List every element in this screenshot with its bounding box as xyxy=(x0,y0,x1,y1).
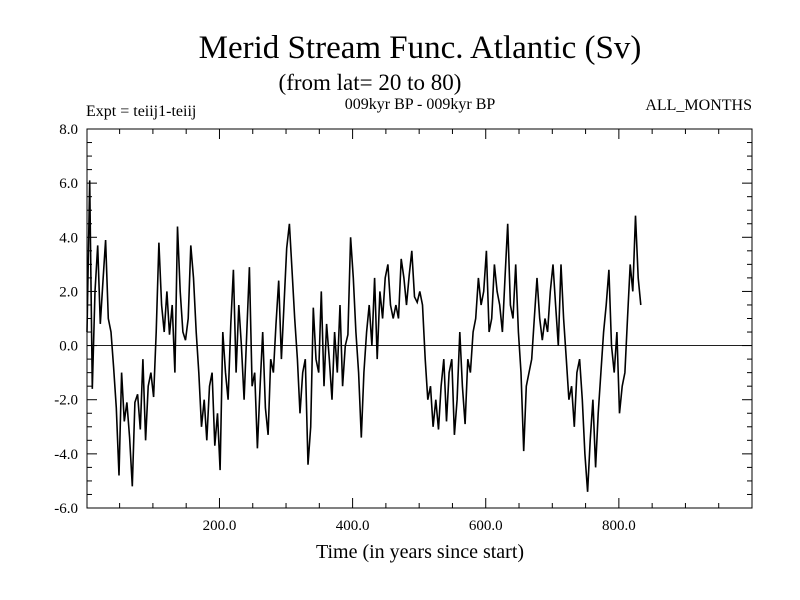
y-tick-label: 0.0 xyxy=(59,339,78,355)
plot-frame xyxy=(86,128,753,509)
series-line-0 xyxy=(86,180,642,492)
y-tick-label: -6.0 xyxy=(54,501,78,517)
x-tick-label: 600.0 xyxy=(469,518,503,534)
y-tick-label: -4.0 xyxy=(54,447,78,463)
y-tick-label: 4.0 xyxy=(59,230,78,246)
experiment-label: Expt = teiij1-teiij xyxy=(86,103,196,120)
y-tick-label: 2.0 xyxy=(59,284,78,300)
axes: -6.0 -4.0 -2.0 0.0 2.0 4.0 6.0 8.0 200.0 400.0 600… xyxy=(54,122,753,534)
y-tick-label: -2.0 xyxy=(54,393,78,409)
x-tick-label: 200.0 xyxy=(203,518,237,534)
period-label: 009kyr BP - 009kyr BP xyxy=(345,96,496,113)
y-tick-label: 8.0 xyxy=(59,122,78,138)
y-tick-label: 6.0 xyxy=(59,176,78,192)
chart-subtitle: (from lat= 20 to 80) xyxy=(279,70,462,95)
x-tick-label: 400.0 xyxy=(336,518,370,534)
data-series xyxy=(86,180,642,492)
chart-title: Merid Stream Func. Atlantic (Sv) xyxy=(199,30,642,66)
x-axis-label: Time (in years since start) xyxy=(316,541,524,563)
x-tick-label: 800.0 xyxy=(602,518,636,534)
months-label: ALL_MONTHS xyxy=(645,97,752,114)
